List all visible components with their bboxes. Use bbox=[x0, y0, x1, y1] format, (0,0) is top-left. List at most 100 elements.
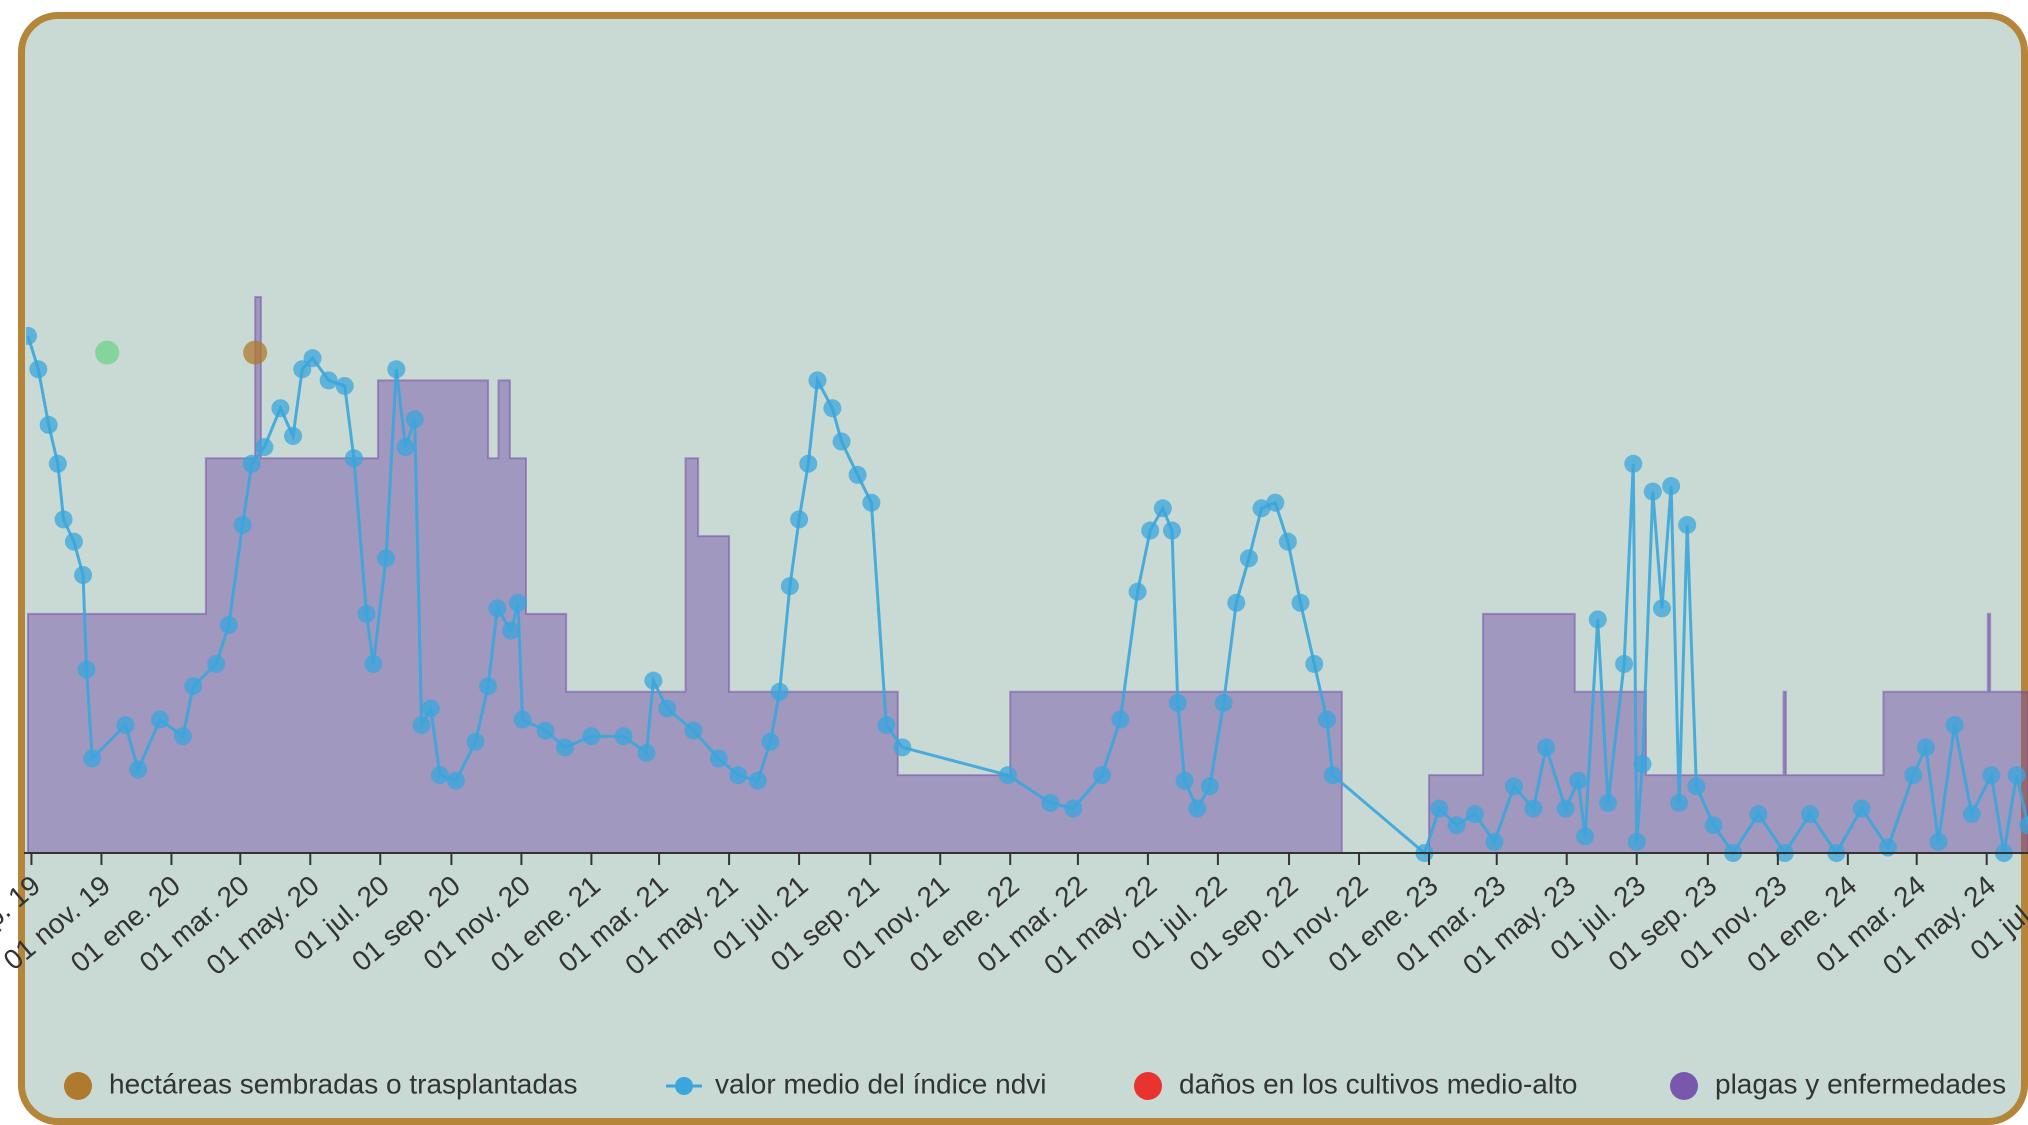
ndvi-point bbox=[1879, 838, 1898, 857]
legend-label: hectáreas sembradas o trasplantadas bbox=[109, 1068, 578, 1099]
ndvi-point bbox=[1317, 710, 1336, 729]
ndvi-point bbox=[344, 449, 363, 468]
ndvi-point bbox=[1447, 816, 1466, 835]
ndvi-point bbox=[396, 438, 415, 457]
ndvi-point bbox=[2007, 766, 2026, 785]
ndvi-point bbox=[1504, 777, 1523, 796]
ndvi-point bbox=[1652, 599, 1671, 618]
ndvi-point bbox=[790, 510, 809, 529]
ndvi-point bbox=[1556, 799, 1575, 818]
ndvi-point bbox=[1615, 654, 1634, 673]
legend-label: valor medio del índice ndvi bbox=[715, 1068, 1047, 1099]
ndvi-point bbox=[780, 577, 799, 596]
ndvi-point bbox=[1537, 738, 1556, 757]
ndvi-point bbox=[405, 410, 424, 429]
ndvi-point bbox=[219, 616, 238, 635]
ndvi-point bbox=[1239, 549, 1258, 568]
ndvi-point bbox=[271, 399, 290, 418]
ndvi-point bbox=[614, 727, 633, 746]
ndvi-point bbox=[637, 743, 656, 762]
ndvi-point bbox=[488, 599, 507, 618]
ndvi-point bbox=[430, 766, 449, 785]
ndvi-point bbox=[335, 376, 354, 395]
ndvi-point bbox=[184, 677, 203, 696]
ndvi-point bbox=[770, 682, 789, 701]
ndvi-point bbox=[1662, 477, 1681, 496]
ndvi-point bbox=[508, 593, 527, 612]
ndvi-point bbox=[1904, 766, 1923, 785]
ndvi-point bbox=[1200, 777, 1219, 796]
ndvi-point bbox=[303, 349, 322, 368]
legend-marker bbox=[1670, 1072, 1698, 1100]
ndvi-point bbox=[1687, 777, 1706, 796]
ndvi-point bbox=[255, 438, 274, 457]
ndvi-point bbox=[1227, 593, 1246, 612]
ndvi-point bbox=[150, 710, 169, 729]
ndvi-point bbox=[83, 749, 102, 768]
ndvi-point bbox=[446, 771, 465, 790]
ndvi-point bbox=[412, 716, 431, 735]
ndvi-point bbox=[116, 716, 135, 735]
ndvi-point bbox=[582, 727, 601, 746]
ndvi-point bbox=[848, 465, 867, 484]
ndvi-point bbox=[1111, 710, 1130, 729]
ndvi-point bbox=[39, 415, 58, 434]
ndvi-point bbox=[1982, 766, 2001, 785]
ndvi-point bbox=[644, 671, 663, 690]
ndvi-point bbox=[74, 566, 93, 584]
ndvi-point bbox=[1569, 771, 1588, 790]
ndvi-point bbox=[709, 749, 728, 768]
ndvi-point bbox=[1214, 693, 1233, 712]
ndvi-point bbox=[173, 727, 192, 746]
ndvi-point bbox=[729, 766, 748, 785]
ndvi-point bbox=[1163, 521, 1182, 540]
ndvi-point bbox=[1962, 805, 1981, 824]
ndvi-point bbox=[1704, 816, 1723, 835]
ndvi-point bbox=[64, 532, 83, 551]
ndvi-point bbox=[29, 360, 48, 379]
legend-label: plagas y enfermedades bbox=[1715, 1068, 2006, 1099]
ndvi-point bbox=[1599, 793, 1618, 812]
ndvi-point bbox=[1305, 654, 1324, 673]
chart-frame bbox=[18, 12, 2028, 1125]
plot-area bbox=[26, 296, 2028, 862]
ndvi-point bbox=[207, 654, 226, 673]
ndvi-point bbox=[242, 454, 261, 473]
ndvi-point bbox=[77, 660, 96, 679]
ndvi-point bbox=[536, 721, 555, 740]
ndvi-point bbox=[387, 360, 406, 379]
ndvi-point bbox=[1175, 771, 1194, 790]
ndvi-point bbox=[799, 454, 818, 473]
ndvi-point bbox=[893, 738, 912, 757]
ndvi-point bbox=[556, 738, 575, 757]
ndvi-point bbox=[877, 716, 896, 735]
ndvi-point bbox=[1576, 827, 1595, 846]
ndvi-point bbox=[808, 371, 827, 390]
ndvi-point bbox=[26, 326, 37, 345]
ndvi-point bbox=[2019, 816, 2028, 835]
ndvi-point bbox=[1168, 693, 1187, 712]
ndvi-point bbox=[1188, 799, 1207, 818]
ndvi-point bbox=[1128, 582, 1147, 601]
legend-label: daños en los cultivos medio-alto bbox=[1179, 1068, 1577, 1099]
ndvi-point bbox=[357, 604, 376, 623]
event-point bbox=[95, 340, 120, 365]
ndvi-point bbox=[1093, 766, 1112, 785]
ndvi-point bbox=[1485, 832, 1504, 851]
ndvi-point bbox=[684, 721, 703, 740]
ndvi-point bbox=[832, 432, 851, 451]
ndvi-point bbox=[1041, 793, 1060, 812]
ndvi-point bbox=[748, 771, 767, 790]
ndvi-point bbox=[319, 371, 338, 390]
ndvi-point bbox=[377, 549, 396, 568]
ndvi-point bbox=[1252, 499, 1271, 518]
ndvi-point bbox=[1643, 482, 1662, 501]
ndvi-point bbox=[284, 427, 303, 445]
ndvi-point bbox=[1852, 799, 1871, 818]
ndvi-point bbox=[1430, 799, 1449, 818]
ndvi-point bbox=[1633, 755, 1652, 774]
legend-marker bbox=[64, 1072, 92, 1100]
ndvi-point bbox=[1678, 515, 1697, 534]
ndvi-point bbox=[1291, 593, 1310, 612]
